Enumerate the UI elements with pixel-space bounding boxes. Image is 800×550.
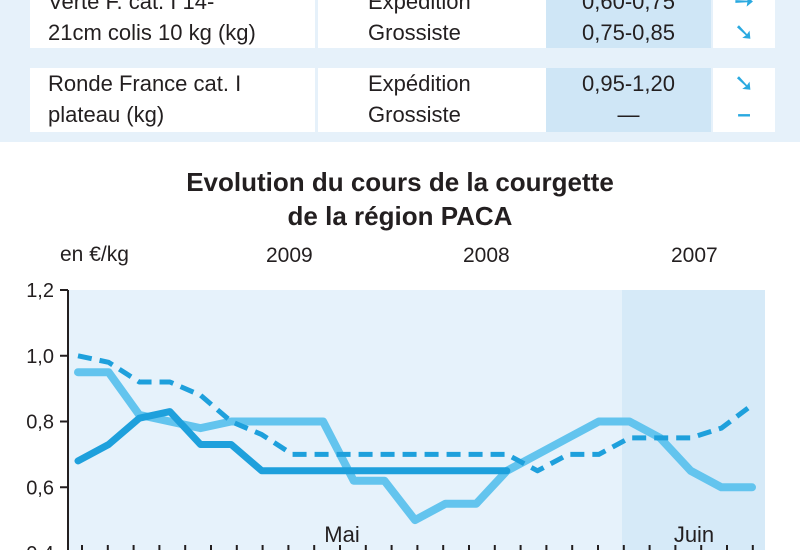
y-tick-label: 0,6 [26, 477, 54, 499]
price-line-1: 0,95-1,20 [582, 71, 675, 96]
product-line-1: Ronde France cat. I [48, 71, 242, 96]
y-tick-label: 1,2 [26, 280, 54, 302]
down-right-arrow-icon: ➘ [733, 19, 755, 46]
y-axis-unit-label: en €/kg [60, 243, 129, 266]
price-cell: 0,60-0,75 0,75-0,85 [546, 0, 711, 48]
legend-label-2007: 2007 [671, 244, 718, 267]
market-line-2: Grossiste [368, 102, 461, 127]
x-month-label: Mai [324, 522, 359, 547]
chart-title-line-1: Evolution du cours de la courgette [186, 167, 614, 197]
product-cell: Ronde France cat. I plateau (kg) [30, 68, 315, 132]
legend-label-2008: 2008 [463, 244, 510, 267]
legend-label-2009: 2009 [266, 244, 313, 267]
series-line-2008 [77, 353, 754, 474]
product-line-2: plateau (kg) [48, 102, 165, 127]
chart-title-line-2: de la région PACA [287, 201, 513, 231]
price-line-2: — [617, 102, 640, 127]
product-cell: Verte F. cat. I 14- 21cm colis 10 kg (kg… [30, 0, 315, 48]
series-line-2009 [74, 408, 511, 475]
y-tick-label: 0,4 [26, 543, 54, 550]
plot-shaded-region [622, 290, 765, 550]
trend-cell: ➘ – [713, 68, 775, 132]
right-arrow-icon: ➙ [733, 0, 755, 15]
market-cell: Expédition Grossiste [318, 68, 573, 132]
series-line-2007 [74, 368, 756, 525]
trend-cell: ➙ ➘ [713, 0, 775, 48]
y-tick-label: 0,8 [26, 412, 54, 434]
market-line-1: Expédition [368, 71, 471, 96]
y-tick-label: 1,0 [26, 346, 54, 368]
table-side-bar [0, 0, 12, 142]
price-cell: 0,95-1,20 — [546, 68, 711, 132]
market-cell: Expédition Grossiste [318, 0, 573, 48]
dash-icon: – [737, 101, 751, 128]
market-line-2: Grossiste [368, 20, 461, 45]
market-line-1: Expédition [368, 0, 471, 14]
product-line-2: 21cm colis 10 kg (kg) [48, 20, 256, 45]
price-line-1: 0,60-0,75 [582, 0, 675, 14]
x-month-label: Juin [674, 522, 714, 547]
down-right-arrow-icon: ➘ [733, 70, 755, 97]
price-line-2: 0,75-0,85 [582, 20, 675, 45]
product-line-1: Verte F. cat. I 14- [48, 0, 215, 14]
price-table: Verte F. cat. I 14- 21cm colis 10 kg (kg… [0, 0, 800, 142]
